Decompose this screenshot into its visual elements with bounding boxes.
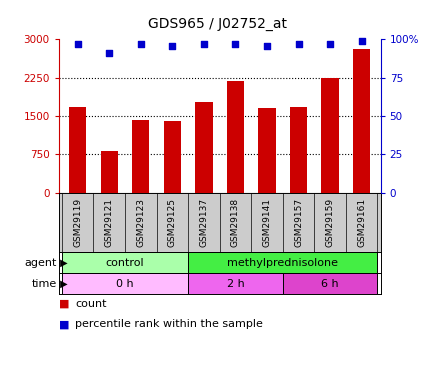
Point: [200, 41, 207, 47]
Text: GSM29125: GSM29125: [168, 198, 177, 247]
Text: GSM29119: GSM29119: [73, 198, 82, 247]
Text: GSM29137: GSM29137: [199, 198, 208, 247]
Bar: [282, 273, 377, 294]
Point: [74, 41, 81, 47]
Text: time: time: [31, 279, 56, 289]
Text: GSM29121: GSM29121: [105, 198, 113, 247]
Text: 0 h: 0 h: [116, 279, 134, 289]
Point: [326, 41, 333, 47]
Bar: [321, 78, 338, 193]
Text: GSM29123: GSM29123: [136, 198, 145, 247]
Text: GSM29138: GSM29138: [230, 198, 240, 247]
Text: ■: ■: [59, 320, 69, 329]
Bar: [258, 108, 275, 193]
Bar: [100, 152, 118, 193]
Bar: [289, 107, 306, 193]
Text: 2 h: 2 h: [226, 279, 244, 289]
Bar: [132, 120, 149, 193]
Text: agent: agent: [24, 258, 56, 267]
Text: GSM29161: GSM29161: [356, 198, 365, 247]
Text: ▶: ▶: [57, 279, 67, 289]
Bar: [226, 81, 243, 193]
Bar: [352, 49, 369, 193]
Point: [231, 41, 238, 47]
Text: GDS965 / J02752_at: GDS965 / J02752_at: [148, 17, 286, 32]
Point: [263, 42, 270, 48]
Text: ■: ■: [59, 299, 69, 309]
Point: [168, 42, 175, 48]
Point: [294, 41, 301, 47]
Point: [137, 41, 144, 47]
Bar: [163, 121, 181, 193]
Text: GSM29159: GSM29159: [325, 198, 334, 247]
Bar: [187, 252, 377, 273]
Text: GSM29157: GSM29157: [293, 198, 302, 247]
Text: count: count: [75, 299, 106, 309]
Bar: [69, 107, 86, 193]
Text: control: control: [105, 258, 144, 267]
Bar: [62, 273, 187, 294]
Bar: [195, 102, 212, 193]
Text: methylprednisolone: methylprednisolone: [227, 258, 338, 267]
Text: GSM29141: GSM29141: [262, 198, 271, 247]
Text: ▶: ▶: [57, 258, 67, 267]
Point: [357, 38, 364, 44]
Point: [105, 50, 112, 56]
Bar: [187, 273, 282, 294]
Text: percentile rank within the sample: percentile rank within the sample: [75, 320, 263, 329]
Text: 6 h: 6 h: [321, 279, 338, 289]
Bar: [62, 252, 187, 273]
